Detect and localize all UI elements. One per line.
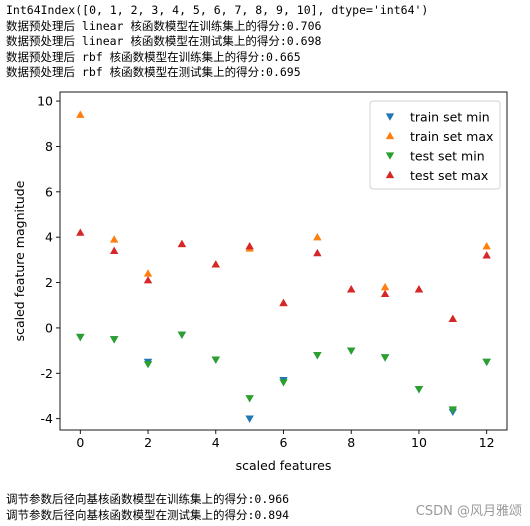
data-point: [109, 246, 119, 254]
y-tick-label: 8: [45, 139, 53, 154]
data-point: [482, 242, 491, 250]
data-point: [380, 289, 390, 298]
data-point: [143, 276, 153, 284]
data-point: [76, 228, 85, 236]
data-point: [76, 333, 85, 342]
x-tick-label: 8: [347, 435, 355, 450]
legend-entry-label: test set min: [410, 149, 485, 164]
output-top-line: Int64Index([0, 1, 2, 3, 4, 5, 6, 7, 8, 9…: [6, 3, 429, 17]
legend-marker: [385, 152, 395, 160]
data-point: [448, 406, 458, 414]
tick-layer: 0 2 4 6 8 10 12 -4 -2 0 2 4 6 8 10: [37, 94, 495, 450]
y-tick-label: 4: [45, 230, 53, 245]
legend-marker: [385, 131, 395, 140]
data-point: [177, 331, 187, 339]
y-tick-label: 2: [45, 275, 53, 290]
y-tick-label: 6: [45, 184, 53, 199]
y-tick-label: 10: [37, 94, 53, 109]
y-axis-label: scaled feature magnitude: [12, 180, 27, 341]
data-point: [313, 351, 322, 360]
x-tick-label: 4: [212, 435, 220, 450]
y-tick-label: -4: [41, 411, 54, 426]
x-tick-label: 0: [76, 435, 84, 450]
data-point: [245, 395, 254, 403]
data-point: [313, 232, 322, 241]
data-point: [143, 361, 153, 369]
axes-frame: [59, 91, 508, 431]
x-tick-label: 6: [280, 435, 288, 450]
output-top-line: 数据预处理后 linear 核函数模型在测试集上的得分:0.698: [6, 34, 322, 48]
watermark: CSDN @风月雅颂: [415, 504, 522, 519]
output-top-line: 数据预处理后 linear 核函数模型在训练集上的得分:0.706: [6, 18, 322, 33]
legend-marker: [385, 170, 395, 179]
data-point: [245, 242, 254, 250]
data-point: [279, 379, 288, 387]
legend-entry-label: train set min: [410, 110, 490, 125]
legend-box: [369, 100, 501, 190]
data-point: [109, 235, 119, 243]
data-point: [482, 251, 491, 259]
x-tick-label: 12: [479, 435, 495, 450]
legend: train set min train set max test set min te…: [369, 100, 501, 190]
legend-marker: [385, 113, 395, 121]
data-point: [414, 285, 424, 293]
data-point: [76, 110, 85, 118]
output-top-line: 数据预处理后 rbf 核函数模型在测试集上的得分:0.695: [6, 65, 301, 79]
data-point: [482, 358, 491, 367]
data-point: [347, 285, 356, 293]
data-point: [211, 260, 220, 268]
legend-entry-label: train set max: [410, 129, 493, 144]
data-point: [211, 356, 220, 364]
output-bottom-line: 调节参数后径向基核函数模型在测试集上的得分:0.894: [6, 507, 290, 522]
data-point: [380, 354, 390, 362]
data-point: [380, 282, 390, 291]
output-bottom-line: 调节参数后径向基核函数模型在训练集上的得分:0.966: [6, 492, 290, 506]
output-top: Int64Index([0, 1, 2, 3, 4, 5, 6, 7, 8, 9…: [6, 3, 428, 81]
x-axis-label: scaled features: [236, 458, 332, 473]
y-tick-label: 0: [45, 320, 53, 335]
data-point: [109, 336, 119, 344]
x-tick-label: 2: [144, 435, 152, 450]
x-tick-label: 10: [411, 435, 427, 450]
data-point: [347, 347, 356, 355]
data-point: [414, 386, 424, 394]
output-top-line: 数据预处理后 rbf 核函数模型在训练集上的得分:0.665: [6, 49, 301, 64]
y-tick-label: -2: [41, 366, 53, 381]
data-point: [177, 239, 187, 248]
legend-entry-label: test set max: [410, 168, 488, 183]
data-point: [313, 248, 322, 257]
output-bottom: 调节参数后径向基核函数模型在训练集上的得分:0.966 调节参数后径向基核函数模型…: [6, 492, 289, 523]
data-point: [279, 298, 288, 307]
data-point: [143, 269, 153, 277]
marks-layer: [76, 110, 491, 423]
data-point: [448, 314, 458, 322]
data-point: [245, 415, 254, 423]
